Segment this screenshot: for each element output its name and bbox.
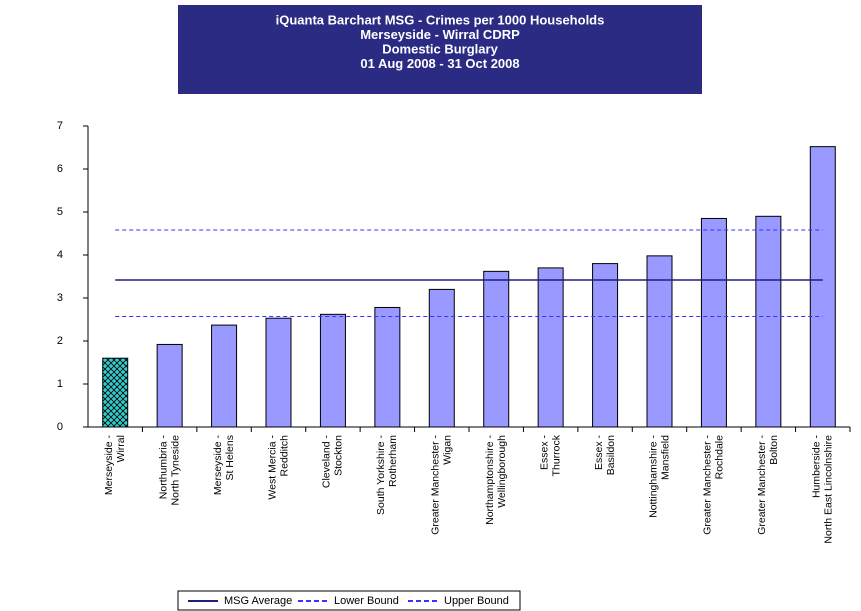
x-tick-label: North East Lincolnshire — [823, 435, 835, 544]
chart-title: 01 Aug 2008 - 31 Oct 2008 — [360, 56, 519, 71]
x-tick-label: Greater Manchester - — [702, 435, 714, 535]
x-tick-label: Northamptonshire - — [484, 435, 496, 525]
legend-label: Upper Bound — [444, 595, 509, 607]
y-tick-label: 5 — [57, 206, 63, 218]
x-tick-label: Humberside - — [811, 435, 823, 499]
legend-label: MSG Average — [224, 595, 292, 607]
x-tick-label: Wigan — [442, 435, 454, 465]
bar — [102, 357, 129, 428]
bar — [483, 270, 510, 428]
x-tick-label: Nottinghamshire - — [647, 435, 659, 518]
x-tick-label: Rochdale — [714, 435, 726, 480]
bar — [374, 306, 401, 428]
bar — [809, 146, 836, 428]
bar — [592, 263, 619, 428]
x-tick-label: Greater Manchester - — [756, 435, 768, 535]
x-tick-label: Cleveland - — [321, 435, 333, 489]
x-tick-label: Thurrock — [550, 434, 562, 476]
bar — [537, 267, 564, 428]
x-tick-label: Greater Manchester - — [430, 435, 442, 535]
x-tick-label: Stockton — [333, 435, 345, 476]
bar — [156, 343, 183, 428]
chart-title: iQuanta Barchart MSG - Crimes per 1000 H… — [276, 12, 605, 27]
x-tick-label: Merseyside - — [103, 435, 115, 496]
y-tick-label: 1 — [57, 378, 63, 390]
legend-label: Lower Bound — [334, 595, 399, 607]
x-tick-label: Essex - — [538, 435, 550, 471]
title-banner — [178, 5, 702, 94]
x-tick-label: Wirral — [115, 435, 127, 462]
y-tick-label: 2 — [57, 335, 63, 347]
x-tick-label: Rotherham — [387, 435, 399, 487]
x-tick-label: Essex - — [593, 435, 605, 471]
bar — [211, 324, 238, 428]
x-tick-label: North Tyneside — [169, 435, 181, 506]
chart-title: Domestic Burglary — [382, 41, 498, 56]
x-tick-label: Bolton — [768, 435, 780, 465]
x-tick-label: West Mercia - — [266, 435, 278, 500]
bar — [319, 313, 346, 428]
y-tick-label: 0 — [57, 421, 63, 433]
x-tick-label: South Yorkshire - — [375, 435, 387, 515]
x-tick-label: Northumbria - — [157, 434, 169, 499]
y-tick-label: 3 — [57, 292, 63, 304]
y-tick-label: 4 — [57, 249, 63, 261]
legend — [177, 590, 521, 611]
bar — [646, 255, 673, 428]
y-tick-label: 7 — [57, 120, 63, 132]
y-tick-label: 6 — [57, 163, 63, 175]
bar — [428, 288, 455, 428]
bar — [755, 215, 782, 428]
x-tick-label: Merseyside - — [212, 435, 224, 496]
bar — [700, 217, 727, 428]
x-tick-label: Mansfield — [659, 435, 671, 480]
bar — [265, 317, 292, 428]
x-tick-label: Basildon — [605, 435, 617, 475]
x-tick-label: Wellingborough — [496, 435, 508, 508]
x-tick-label: St Helens — [224, 435, 236, 481]
x-tick-label: Redditch — [278, 435, 290, 477]
chart-title: Merseyside - Wirral CDRP — [360, 27, 520, 42]
